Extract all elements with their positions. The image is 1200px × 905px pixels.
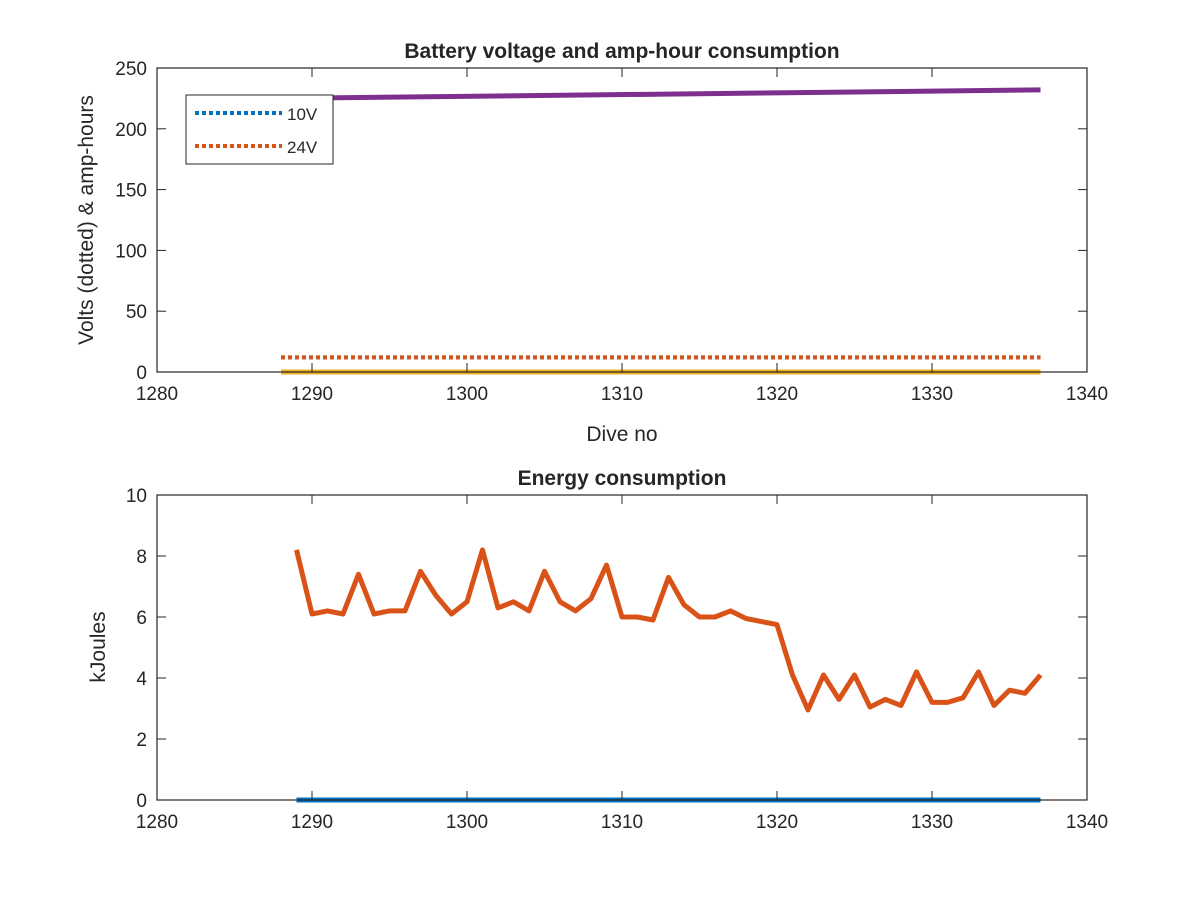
bottom-plot-xtick-label: 1310 [601, 812, 643, 833]
bottom-plot-xtick-label: 1280 [136, 812, 178, 833]
bottom-plot-xtick-label: 1330 [911, 812, 953, 833]
top-plot-ytick-label: 150 [115, 181, 147, 202]
top-plot-xtick-label: 1340 [1066, 384, 1108, 405]
top-plot-series [280, 87, 1041, 375]
bottom-plot-ytick-label: 0 [136, 791, 147, 812]
bottom-plot-ticks: 1280 1290 1300 1310 1320 1330 1340 0 2 4 6 8 10 [126, 486, 1108, 833]
bottom-plot-ytick-label: 6 [136, 608, 147, 629]
legend-label-24v: 24V [287, 138, 318, 157]
top-plot-xlabel: Dive no [586, 423, 657, 446]
bottom-plot-xtick-label: 1300 [446, 812, 488, 833]
legend-label-10v: 10V [287, 105, 318, 124]
bottom-plot-title: Energy consumption [518, 467, 727, 490]
top-plot: 1280 1290 1300 1310 1320 1330 1340 0 50 100 150 200… [75, 40, 1108, 446]
top-plot-xtick-label: 1320 [756, 384, 798, 405]
top-plot-xtick-label: 1310 [601, 384, 643, 405]
bottom-plot-xtick-label: 1320 [756, 812, 798, 833]
top-plot-ticks: 1280 1290 1300 1310 1320 1330 1340 0 50 100 150 200… [115, 59, 1108, 405]
bottom-plot-ytick-label: 2 [136, 730, 147, 751]
bottom-plot-ytick-label: 10 [126, 486, 147, 507]
top-plot-ylabel: Volts (dotted) & amp-hours [75, 95, 98, 345]
top-plot-ytick-label: 200 [115, 120, 147, 141]
top-plot-ytick-label: 100 [115, 241, 147, 262]
bottom-plot-xtick-label: 1340 [1066, 812, 1108, 833]
bottom-plot-ytick-label: 8 [136, 547, 147, 568]
bottom-plot-ylabel: kJoules [87, 611, 110, 682]
top-plot-series-line-3 [280, 87, 1041, 101]
legend: 10V 24V [185, 94, 334, 165]
top-plot-ytick-label: 50 [126, 302, 147, 323]
top-plot-xtick-label: 1280 [136, 384, 178, 405]
bottom-plot-series-line-1 [294, 547, 1043, 713]
top-plot-xtick-label: 1300 [446, 384, 488, 405]
bottom-plot: 1280 1290 1300 1310 1320 1330 1340 0 2 4 6 8 10 Ener… [87, 467, 1108, 833]
top-plot-xtick-label: 1290 [291, 384, 333, 405]
bottom-plot-box [156, 494, 1088, 801]
top-plot-ytick-label: 250 [115, 59, 147, 80]
bottom-plot-series [294, 547, 1043, 803]
top-plot-xtick-label: 1330 [911, 384, 953, 405]
bottom-plot-ytick-label: 4 [136, 669, 147, 690]
bottom-plot-xtick-label: 1290 [291, 812, 333, 833]
top-plot-ytick-label: 0 [136, 363, 147, 384]
legend-box [185, 94, 334, 165]
top-plot-title: Battery voltage and amp-hour consumption [404, 40, 839, 63]
